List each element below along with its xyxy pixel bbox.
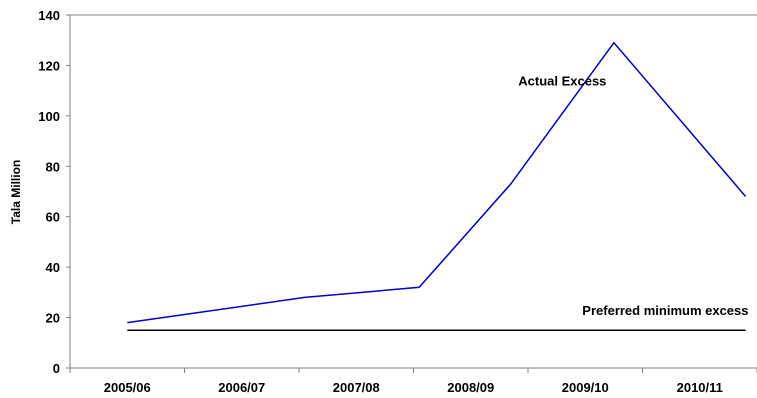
x-tick-label: 2005/06 [104, 380, 151, 395]
y-tick-label: 80 [46, 159, 60, 174]
y-axis: 0 20 40 60 80 100 120 140 [38, 8, 70, 376]
y-tick-label: 120 [38, 58, 60, 73]
series-line-actual-excess [127, 41, 747, 324]
y-axis-label: Tala Million [9, 160, 23, 224]
y-tick-label: 20 [46, 311, 60, 326]
series-layer [127, 41, 747, 331]
y-tick-label: 100 [38, 109, 60, 124]
x-tick-label: 2008/09 [447, 380, 494, 395]
x-tick-label: 2009/10 [562, 380, 609, 395]
y-tick-label: 40 [46, 260, 60, 275]
x-tick-label: 2006/07 [218, 380, 265, 395]
y-tick-label: 60 [46, 210, 60, 225]
x-tick-label: 2010/11 [677, 380, 723, 395]
y-tick-label: 140 [38, 8, 60, 23]
x-axis: 2005/06 2006/07 2007/08 2008/09 2009/10 2010/… [69, 368, 757, 395]
annotation-preferred-minimum-excess: Preferred minimum excess [582, 303, 748, 318]
annotation-actual-excess: Actual Excess [518, 74, 606, 89]
annotation-layer: Actual Excess Preferred minimum excess [518, 74, 748, 318]
y-tick-label: 0 [53, 361, 60, 376]
x-tick-label: 2007/08 [333, 380, 380, 395]
